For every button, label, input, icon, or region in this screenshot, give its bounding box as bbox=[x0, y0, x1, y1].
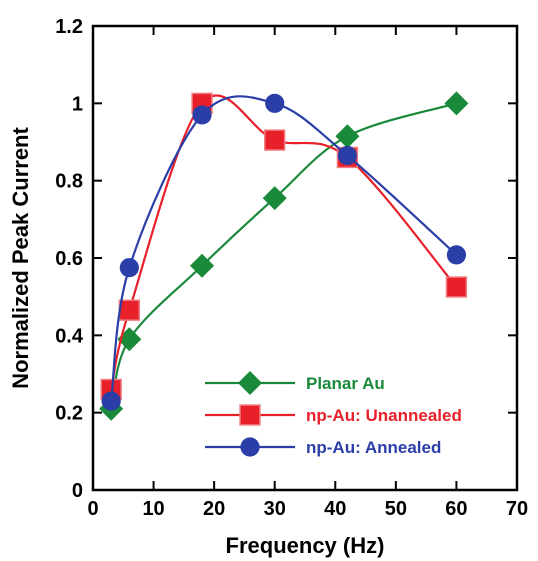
legend: Planar Au np-Au: Unannealed np-Au: Anneale… bbox=[205, 371, 462, 457]
legend-label: Planar Au bbox=[306, 374, 385, 393]
x-tick-label: 30 bbox=[264, 498, 286, 520]
legend-marker bbox=[238, 371, 262, 395]
data-point bbox=[192, 105, 212, 125]
legend-item: np-Au: Annealed bbox=[205, 437, 441, 457]
y-tick-label: 0 bbox=[72, 480, 83, 502]
series-2 bbox=[101, 93, 467, 411]
y-tick-label: 0.6 bbox=[55, 248, 83, 270]
legend-marker bbox=[239, 404, 261, 426]
legend-label: np-Au: Unannealed bbox=[306, 406, 462, 425]
data-point bbox=[335, 124, 360, 149]
legend-marker bbox=[240, 437, 260, 457]
data-point bbox=[190, 253, 215, 278]
y-tick-label: 1.2 bbox=[55, 16, 83, 38]
data-point bbox=[262, 186, 287, 211]
data-point bbox=[445, 276, 468, 298]
data-point bbox=[118, 299, 141, 321]
y-axis-title: Normalized Peak Current bbox=[8, 127, 33, 389]
x-tick-label: 40 bbox=[324, 498, 346, 520]
y-tick-label: 0.4 bbox=[55, 325, 84, 347]
x-tick-label: 70 bbox=[506, 498, 528, 520]
legend-item: np-Au: Unannealed bbox=[205, 404, 462, 426]
data-point bbox=[101, 391, 121, 411]
y-tick-label: 0.2 bbox=[55, 403, 83, 425]
data-point bbox=[446, 245, 467, 265]
x-axis-title: Frequency (Hz) bbox=[226, 533, 385, 558]
data-point bbox=[337, 145, 357, 166]
series-0 bbox=[99, 91, 469, 421]
data-point bbox=[265, 93, 285, 113]
data-point bbox=[264, 129, 286, 151]
y-tick-label: 0.8 bbox=[55, 171, 83, 193]
x-tick-label: 0 bbox=[87, 498, 98, 520]
series-line bbox=[110, 95, 458, 402]
x-tick-label: 10 bbox=[142, 498, 164, 520]
x-tick-label: 20 bbox=[203, 498, 225, 520]
x-tick-label: 60 bbox=[445, 498, 467, 520]
x-tick-label: 50 bbox=[385, 498, 407, 520]
legend-label: np-Au: Annealed bbox=[306, 438, 441, 457]
legend-item: Planar Au bbox=[205, 371, 385, 395]
y-tick-label: 1 bbox=[72, 93, 83, 115]
data-point bbox=[119, 258, 139, 278]
data-point bbox=[444, 91, 469, 116]
series-1 bbox=[100, 92, 468, 401]
